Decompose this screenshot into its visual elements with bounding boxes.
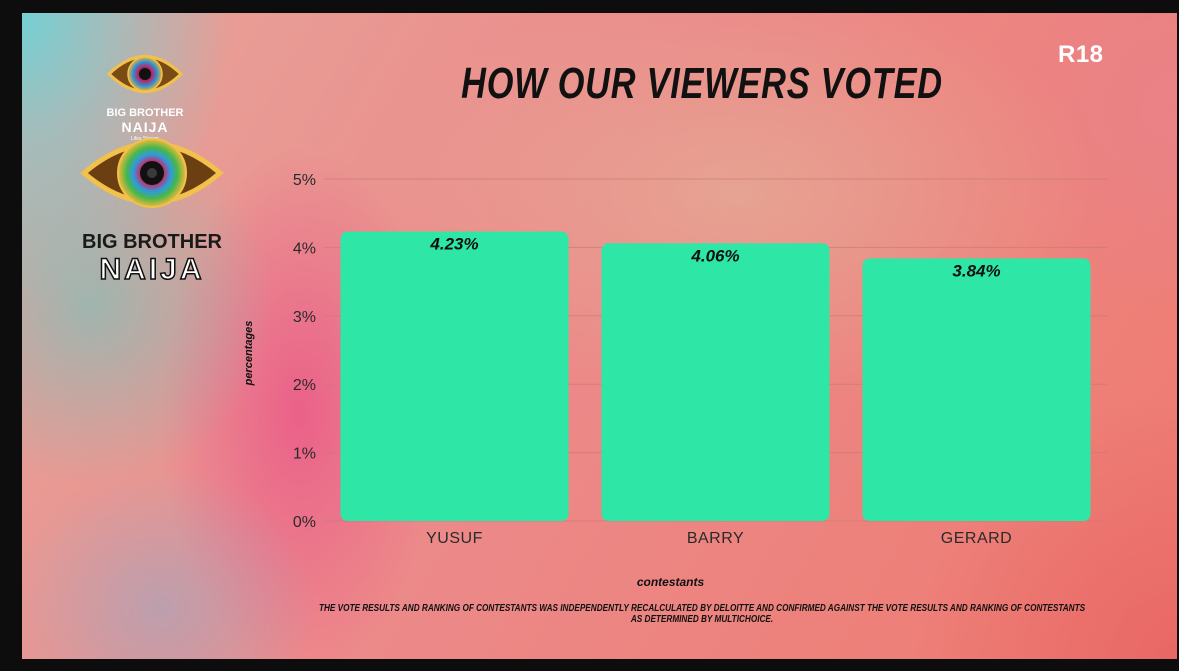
y-tick-label: 0%: [293, 514, 316, 531]
data-label: 4.06%: [690, 246, 739, 265]
x-tick-label: BARRY: [687, 530, 744, 547]
y-tick-label: 4%: [293, 240, 316, 257]
y-tick-label: 2%: [293, 377, 316, 394]
eye-logo-icon: [106, 55, 184, 93]
logo-small-line1: BIG BROTHER: [106, 107, 184, 119]
logo-large-line2: NAIJA: [99, 252, 205, 287]
broadcast-screen: BIG BROTHER NAIJA Lifes Stream BIG BROTH…: [22, 13, 1177, 659]
data-label: 3.84%: [952, 261, 1000, 280]
eye-logo-icon: [80, 138, 224, 208]
logo-large-line1: BIG BROTHER: [82, 231, 222, 253]
y-axis-label: percentages: [243, 321, 255, 387]
bar-chart: 0% 1% 2% 3% 4% 5% 4.23% YUSUF 4.06% BARRY 3.84% GER…: [243, 172, 1107, 589]
footnote: THE VOTE RESULTS AND RANKING OF CONTESTA…: [318, 603, 1086, 625]
x-tick-label: GERARD: [941, 530, 1012, 547]
y-tick-label: 5%: [293, 172, 316, 189]
age-rating-badge: R18: [1058, 41, 1104, 68]
chart-title: HOW OUR VIEWERS VOTED: [461, 59, 943, 108]
bar: [340, 231, 569, 521]
bar: [601, 243, 830, 521]
bar: [862, 258, 1091, 521]
big-brother-naija-logo-large: BIG BROTHER NAIJA: [72, 123, 232, 293]
x-tick-label: YUSUF: [426, 530, 483, 547]
y-tick-label: 3%: [293, 309, 316, 326]
logo-small-line2: NAIJA: [121, 119, 169, 135]
data-label: 4.23%: [429, 235, 478, 254]
x-axis-label: contestants: [637, 575, 705, 589]
big-brother-naija-logo-small: BIG BROTHER NAIJA Lifes Stream: [106, 41, 184, 142]
y-tick-label: 1%: [293, 446, 316, 463]
